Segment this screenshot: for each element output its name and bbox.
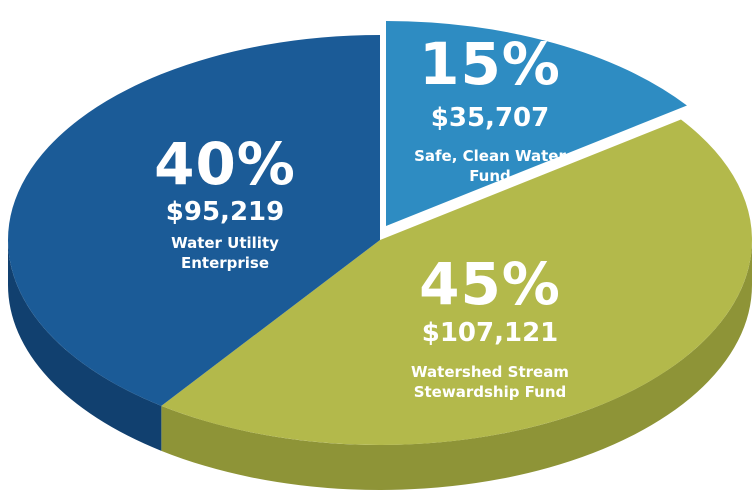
slice	[7, 35, 381, 406]
percent-label: 15%	[419, 30, 561, 98]
slice-side	[161, 240, 753, 490]
amount-label: $95,219	[165, 197, 285, 227]
percent-label: 40%	[154, 130, 296, 198]
amount-label: $35,707	[430, 103, 550, 133]
slice	[161, 119, 753, 445]
category-label: Watershed Stream Stewardship Fund	[411, 363, 569, 401]
percent-label: 45%	[419, 250, 561, 318]
amount-label: $107,121	[421, 318, 559, 348]
slice-side	[8, 240, 162, 451]
category-label: Safe, Clean Water Fund	[414, 147, 566, 185]
slice	[386, 21, 687, 226]
category-label: Water Utility Enterprise	[171, 234, 279, 272]
